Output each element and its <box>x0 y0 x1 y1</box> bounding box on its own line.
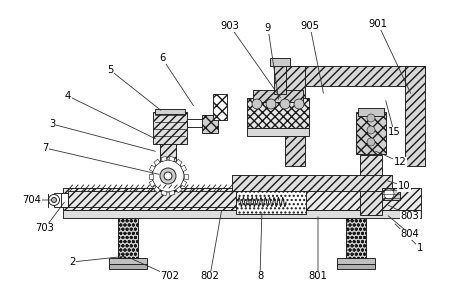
Text: 10: 10 <box>398 181 410 191</box>
Text: 801: 801 <box>308 271 327 281</box>
Bar <box>360 155 382 215</box>
Text: 1: 1 <box>417 243 423 253</box>
Circle shape <box>160 168 176 184</box>
Bar <box>337 264 375 269</box>
Bar <box>285 66 425 86</box>
Bar <box>109 264 147 269</box>
Circle shape <box>48 194 60 205</box>
Bar <box>153 112 187 144</box>
Bar <box>382 188 400 200</box>
Bar <box>213 94 227 120</box>
Bar <box>337 258 375 266</box>
Text: 702: 702 <box>160 271 180 281</box>
Circle shape <box>367 114 375 122</box>
Bar <box>247 128 309 136</box>
Text: 903: 903 <box>220 21 239 31</box>
Text: 703: 703 <box>35 223 54 233</box>
Circle shape <box>252 99 262 109</box>
Circle shape <box>52 198 57 203</box>
Bar <box>247 98 309 128</box>
Bar <box>63 210 421 218</box>
Text: 2: 2 <box>69 257 75 267</box>
Bar <box>54 193 68 207</box>
Text: 9: 9 <box>265 23 271 33</box>
Text: 6: 6 <box>159 53 165 63</box>
Polygon shape <box>150 165 155 172</box>
Bar <box>109 258 147 266</box>
Text: 803: 803 <box>401 211 419 221</box>
Text: 804: 804 <box>401 229 419 239</box>
Circle shape <box>384 189 394 199</box>
Text: 5: 5 <box>107 65 113 75</box>
Bar <box>187 119 207 127</box>
Bar <box>202 115 218 133</box>
Circle shape <box>294 99 304 109</box>
Bar <box>232 175 392 191</box>
Bar <box>236 180 306 214</box>
Bar <box>405 66 425 166</box>
Circle shape <box>164 172 172 180</box>
Polygon shape <box>181 181 187 187</box>
Bar <box>274 62 286 94</box>
Bar <box>253 90 303 102</box>
Bar <box>270 58 290 66</box>
Text: 4: 4 <box>65 91 71 101</box>
Polygon shape <box>169 191 175 196</box>
Circle shape <box>152 160 184 192</box>
Text: 802: 802 <box>201 271 220 281</box>
Bar <box>346 218 366 264</box>
Polygon shape <box>176 159 182 165</box>
Polygon shape <box>161 191 167 196</box>
Circle shape <box>280 99 290 109</box>
Bar <box>68 191 236 207</box>
Circle shape <box>367 126 375 134</box>
Text: 905: 905 <box>300 21 320 31</box>
Polygon shape <box>154 187 160 193</box>
Text: 7: 7 <box>42 143 48 153</box>
Bar <box>358 108 384 116</box>
Bar <box>155 109 185 114</box>
Text: 12: 12 <box>394 157 406 167</box>
Text: 8: 8 <box>257 271 263 281</box>
Polygon shape <box>169 156 175 162</box>
Polygon shape <box>161 156 167 162</box>
Polygon shape <box>184 174 188 178</box>
Bar <box>237 196 287 210</box>
Circle shape <box>266 99 276 109</box>
Bar <box>285 66 305 166</box>
Bar <box>160 130 176 190</box>
Text: 901: 901 <box>369 19 387 29</box>
Polygon shape <box>150 181 155 187</box>
Text: 3: 3 <box>49 119 55 129</box>
Text: 704: 704 <box>22 195 41 205</box>
Bar <box>63 188 421 210</box>
Bar <box>356 112 386 154</box>
Polygon shape <box>154 159 160 165</box>
Polygon shape <box>176 187 182 193</box>
Polygon shape <box>181 165 187 172</box>
Circle shape <box>367 138 375 146</box>
Polygon shape <box>149 174 153 178</box>
Bar <box>118 218 138 264</box>
Text: 15: 15 <box>387 127 401 137</box>
